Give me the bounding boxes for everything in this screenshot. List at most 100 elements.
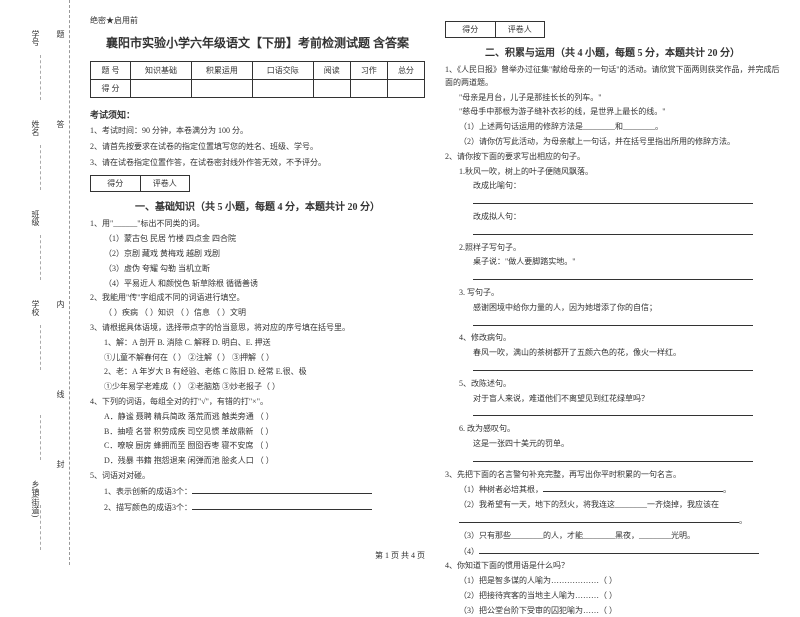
- q1-opt: （2）京剧 藏戏 黄梅戏 越剧 戏剧: [90, 248, 425, 261]
- notice-3: 3、请在试卷指定位置作答，在试卷密封线外作答无效，不予评分。: [90, 157, 425, 170]
- q5-line: 2、描写颜色的成语3个：: [90, 501, 425, 515]
- q5: 5、词语对对碰。: [90, 470, 425, 483]
- s2q2-line: 5、改陈述句。: [445, 378, 780, 391]
- s2q4: 4、你知道下面的惯用语是什么吗？: [445, 560, 780, 573]
- blank: [473, 453, 753, 462]
- blank-line: [445, 453, 780, 467]
- s2q2-line: 感谢困境中给你力量的人，因为她增添了你的自信；: [445, 302, 780, 315]
- q5-label: 2、描写颜色的成语3个：: [104, 503, 192, 512]
- cell: [252, 80, 313, 98]
- grader-person: 评卷人: [496, 22, 545, 37]
- blank: [459, 514, 739, 523]
- text: （1）种树者必培其根，: [459, 485, 543, 494]
- q5-label: 1、表示创新的成语3个：: [104, 487, 192, 496]
- q3: 3、请根据具体语境，选择带点字的恰当意思，将对应的序号填在括号里。: [90, 322, 425, 335]
- right-column: 得分 评卷人 二、积累与运用（共 4 小题，每题 5 分，本题共计 20 分） …: [435, 15, 790, 557]
- cell: 习作: [350, 62, 387, 80]
- score-table: 题 号 知识基础 积累运用 口语交际 阅读 习作 总分 得 分: [90, 61, 425, 98]
- blank: [473, 195, 753, 204]
- s2q2-line: 2.照样子写句子。: [445, 242, 780, 255]
- s2q2-line: 6. 改为感叹句。: [445, 423, 780, 436]
- q3-line: 2、老：A 年岁大 B 有经验、老练 C 陈旧 D. 经常 E.很、极: [90, 366, 425, 379]
- cell: [313, 80, 350, 98]
- s2q1-line: （2）请你仿写此活动，为母亲献上一句话，并在括号里指出所用的修辞方法。: [445, 136, 780, 149]
- s2q3-line: （1）种树者必培其根，。: [445, 483, 780, 497]
- section1-heading: 一、基础知识（共 5 小题，每题 4 分，本题共计 20 分）: [90, 198, 425, 213]
- q4-line: C．嘹唳 厨房 蜂拥而至 囫囵吞枣 寝不安席 （ ）: [90, 440, 425, 453]
- cell: 阅读: [313, 62, 350, 80]
- q3-line: ①儿童不解春何在（ ） ②注解（ ） ③押解（ ）: [90, 352, 425, 365]
- side-char-3: 线: [55, 390, 66, 398]
- s2q2-line: 改成比喻句：: [445, 180, 780, 193]
- s2q3-line: （3）只有那些________的人，才能________黑夜，________光…: [445, 530, 780, 543]
- blank: [473, 362, 753, 371]
- cell: [191, 80, 252, 98]
- q2-line: （ ）疾病 （ ）知识 （ ）信息 （ ）文明: [90, 307, 425, 320]
- side-char-2: 内: [55, 300, 66, 308]
- s2q4-line: （2）把接待宾客的当地主人喻为………（ ）: [445, 590, 780, 603]
- side-char-4: 封: [55, 460, 66, 468]
- table-row: 题 号 知识基础 积累运用 口语交际 阅读 习作 总分: [91, 62, 425, 80]
- q3-line: ①少年易学老难成（ ） ②老脑筋 ③炒老报子（ ）: [90, 381, 425, 394]
- s2q1: 1、《人民日报》曾举办过征集"献给母亲的一句话"的活动。请欣赏下面两则获奖作品，…: [445, 64, 780, 90]
- grader-box: 得分 评卷人: [90, 175, 190, 192]
- binding-line: [40, 415, 41, 460]
- cell: 知识基础: [131, 62, 192, 80]
- binding-label-2: 班级: [30, 210, 41, 226]
- blank-line: [445, 271, 780, 285]
- table-row: 得 分: [91, 80, 425, 98]
- confidential-mark: 绝密★启用前: [90, 15, 425, 26]
- cell: 总分: [387, 62, 424, 80]
- side-char-1: 答: [55, 120, 66, 128]
- s2q2-line: 4、修改病句。: [445, 332, 780, 345]
- cell: 积累运用: [191, 62, 252, 80]
- grader-score: 得分: [446, 22, 496, 37]
- binding-line: [40, 145, 41, 190]
- blank: [473, 226, 753, 235]
- s2q2-line: 这是一张四十美元的罚单。: [445, 438, 780, 451]
- q5-line: 1、表示创新的成语3个：: [90, 485, 425, 499]
- s2q2-line: 改成拟人句：: [445, 211, 780, 224]
- blank-line: [445, 195, 780, 209]
- s2q3-line: （2）我希望有一天，地下的烈火，将我连这________一齐烧掉，我应该在: [445, 499, 780, 512]
- cell: 得 分: [91, 80, 131, 98]
- notice-2: 2、请首先按要求在试卷的指定位置填写您的姓名、班级、学号。: [90, 141, 425, 154]
- blank: [473, 317, 753, 326]
- s2q1-line: "母亲是月台，儿子是那挂长长的列车。": [445, 92, 780, 105]
- side-char-0: 题: [55, 30, 66, 38]
- binding-line: [40, 55, 41, 100]
- q1-opt: （1）蒙古包 民居 竹楼 四点金 四合院: [90, 233, 425, 246]
- section2-heading: 二、积累与运用（共 4 小题，每题 5 分，本题共计 20 分）: [445, 44, 780, 59]
- binding-line: [40, 505, 41, 550]
- cell: [387, 80, 424, 98]
- blank: [473, 407, 753, 416]
- binding-line: [40, 235, 41, 280]
- notice-1: 1、考试时间：90 分钟，本卷满分为 100 分。: [90, 125, 425, 138]
- cell: 题 号: [91, 62, 131, 80]
- cell: 口语交际: [252, 62, 313, 80]
- grader-score: 得分: [91, 176, 141, 191]
- q3-line: 1、解：A 剖开 B. 消除 C. 解释 D. 明白、E. 押送: [90, 337, 425, 350]
- blank-line: 。: [445, 514, 780, 528]
- s2q2: 2、请你按下面的要求写出相应的句子。: [445, 151, 780, 164]
- s2q1-line: （1）上述两句话运用的修辞方法是________和________。: [445, 121, 780, 134]
- binding-line: [40, 325, 41, 370]
- s2q3: 3、先把下面的名言警句补充完整，再写出你平时积累的一句名言。: [445, 469, 780, 482]
- s2q2-line: 春风一吹，满山的茶树都开了五颜六色的花，像火一样红。: [445, 347, 780, 360]
- q2: 2、我能用"传"字组成不同的词语进行填空。: [90, 292, 425, 305]
- q4: 4、下列的词语，每组全对的打"√"，有错的打"×"。: [90, 396, 425, 409]
- q1-opt: （3）虚伪 夸耀 勾勒 当机立断: [90, 263, 425, 276]
- blank: [473, 271, 753, 280]
- blank-line: [445, 317, 780, 331]
- binding-label-1: 姓名: [30, 120, 41, 136]
- notice-header: 考试须知：: [90, 108, 425, 121]
- q4-line: A．静谧 聂聘 精兵简政 落荒而逃 触类旁通 （ ）: [90, 411, 425, 424]
- page-footer: 第 1 页 共 4 页: [0, 550, 800, 561]
- s2q4-line: （1）把是智多谋的人喻为………………（ ）: [445, 575, 780, 588]
- cell: [131, 80, 192, 98]
- s2q2-line: 桌子说："做人要脚踏实地。": [445, 256, 780, 269]
- blank-line: [445, 407, 780, 421]
- s2q4-line: （3）把公堂台阶下受审的囚犯喻为……（ ）: [445, 605, 780, 617]
- page-content: 绝密★启用前 襄阳市实验小学六年级语文【下册】考前检测试题 含答案 题 号 知识…: [70, 0, 800, 565]
- q1: 1、用"______"标出不同类的词。: [90, 218, 425, 231]
